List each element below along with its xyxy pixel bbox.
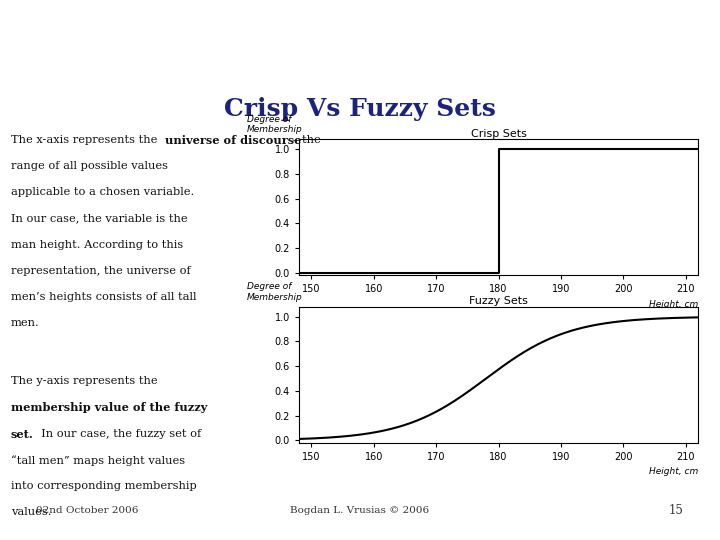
Text: Department of Computing: Department of Computing bbox=[14, 11, 132, 20]
Text: In our case, the variable is the: In our case, the variable is the bbox=[11, 214, 187, 224]
Text: Degree of
Membership: Degree of Membership bbox=[247, 282, 302, 302]
Text: 02nd October 2006: 02nd October 2006 bbox=[36, 505, 138, 515]
Text: In our case, the fuzzy set of: In our case, the fuzzy set of bbox=[35, 429, 202, 438]
Text: 15: 15 bbox=[669, 504, 684, 517]
Text: – the: – the bbox=[289, 135, 321, 145]
Text: Crisp Vs Fuzzy Sets: Crisp Vs Fuzzy Sets bbox=[224, 97, 496, 120]
Text: The x-axis represents the: The x-axis represents the bbox=[11, 135, 161, 145]
Text: Degree of
Membership: Degree of Membership bbox=[247, 115, 302, 134]
Text: men.: men. bbox=[11, 319, 40, 328]
Text: membership value of the fuzzy: membership value of the fuzzy bbox=[11, 402, 207, 414]
Text: values.: values. bbox=[11, 507, 51, 517]
Text: Fuzzy Logic: Fuzzy Logic bbox=[324, 50, 396, 63]
Text: range of all possible values: range of all possible values bbox=[11, 161, 168, 171]
Text: The y-axis represents the: The y-axis represents the bbox=[11, 376, 158, 386]
Text: into corresponding membership: into corresponding membership bbox=[11, 481, 197, 491]
Text: universe of discourse: universe of discourse bbox=[165, 135, 301, 146]
Text: men’s heights consists of all tall: men’s heights consists of all tall bbox=[11, 292, 197, 302]
Text: Bogdan L. Vrusias © 2006: Bogdan L. Vrusias © 2006 bbox=[290, 505, 430, 515]
Text: applicable to a chosen variable.: applicable to a chosen variable. bbox=[11, 187, 194, 198]
Text: man height. According to this: man height. According to this bbox=[11, 240, 183, 250]
Title: Crisp Sets: Crisp Sets bbox=[471, 129, 526, 139]
Text: AI – CS364: AI – CS364 bbox=[319, 7, 401, 22]
Title: Fuzzy Sets: Fuzzy Sets bbox=[469, 296, 528, 306]
Text: Height, cm: Height, cm bbox=[649, 300, 698, 309]
Text: set.: set. bbox=[11, 429, 34, 440]
Text: Height, cm: Height, cm bbox=[649, 467, 698, 476]
Text: “tall men” maps height values: “tall men” maps height values bbox=[11, 455, 185, 465]
Text: representation, the universe of: representation, the universe of bbox=[11, 266, 191, 276]
